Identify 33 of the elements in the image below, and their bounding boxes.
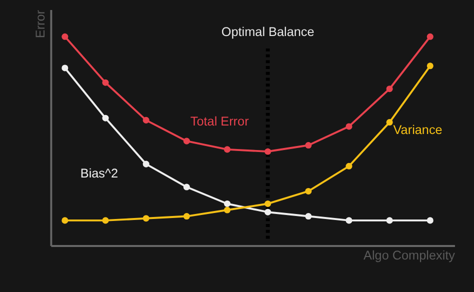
point — [386, 217, 393, 224]
point — [224, 200, 231, 208]
point — [346, 123, 352, 130]
point — [305, 213, 312, 220]
point — [346, 162, 352, 170]
series-label: Bias^2 — [80, 166, 118, 181]
point — [142, 116, 150, 124]
point — [426, 62, 434, 70]
point — [142, 215, 150, 222]
point — [183, 213, 190, 220]
series-label: Variance — [393, 122, 442, 137]
y-axis-title: Error — [33, 10, 48, 38]
point — [224, 206, 231, 214]
point — [102, 114, 109, 122]
point — [102, 79, 109, 86]
point — [183, 138, 190, 144]
point — [305, 142, 312, 149]
point — [62, 217, 68, 224]
point — [386, 119, 393, 126]
series-label: Total Error — [190, 114, 249, 128]
annotation: Optimal Balance — [221, 24, 314, 39]
point — [386, 86, 393, 92]
x-axis-title: Algo Complexity — [364, 248, 456, 263]
point — [62, 64, 68, 72]
point — [426, 33, 434, 40]
point — [183, 184, 190, 190]
point — [102, 217, 109, 224]
point — [305, 188, 312, 194]
point — [142, 160, 150, 168]
point — [346, 217, 352, 224]
point — [62, 33, 68, 40]
point — [224, 146, 231, 153]
point — [426, 217, 434, 224]
